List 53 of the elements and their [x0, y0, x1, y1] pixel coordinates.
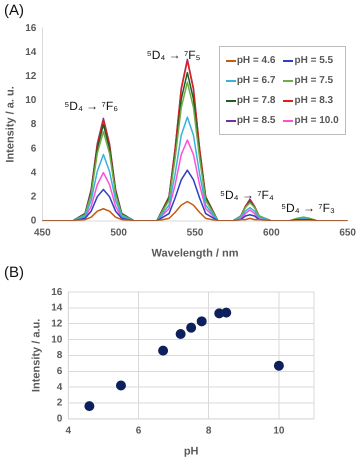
- x-axis-title: pH: [184, 445, 199, 458]
- point: [116, 380, 126, 391]
- y-tick-label: 10: [25, 95, 37, 106]
- annotation: ⁵D₄ → ⁷F₅: [146, 48, 200, 62]
- x-tick-label: 450: [34, 228, 52, 239]
- legend-label: pH = 4.6: [236, 55, 276, 66]
- y-tick-label: 6: [56, 366, 63, 377]
- x-tick-label: 500: [110, 228, 128, 239]
- legend-label: pH = 7.8: [236, 95, 276, 106]
- x-tick-label: 4: [66, 426, 72, 437]
- y-tick-label: 16: [25, 22, 37, 34]
- x-tick-label: 600: [262, 228, 280, 239]
- y-tick-label: 2: [30, 191, 37, 202]
- y-tick-label: 0: [56, 414, 63, 425]
- x-tick-label: 650: [339, 228, 356, 239]
- legend-label: pH = 10.0: [294, 115, 339, 126]
- y-tick-label: 12: [25, 70, 37, 82]
- y-tick-label: 16: [51, 286, 63, 298]
- legend-label: pH = 7.5: [294, 75, 334, 86]
- y-tick-label: 10: [51, 334, 63, 346]
- x-tick-label: 6: [136, 426, 142, 437]
- point: [176, 329, 186, 340]
- y-tick-label: 6: [30, 143, 37, 154]
- point: [158, 346, 168, 356]
- legend-label: pH = 8.5: [236, 115, 276, 126]
- point: [196, 316, 207, 326]
- x-axis-title: Wavelength / nm: [151, 247, 239, 260]
- point: [186, 322, 196, 333]
- legend-label: pH = 6.7: [236, 75, 276, 86]
- x-tick-label: 8: [206, 426, 212, 437]
- y-axis-title: Intensity / a. u.: [4, 86, 17, 163]
- y-axis-title: Intensity / a.u.: [30, 318, 43, 392]
- y-tick-label: 4: [56, 382, 63, 393]
- x-tick-label: 10: [273, 426, 285, 437]
- y-tick-label: 12: [51, 318, 63, 330]
- y-tick-label: 0: [30, 216, 37, 227]
- chart-title: (B): [4, 264, 24, 281]
- legend-label: pH = 5.5: [294, 55, 334, 66]
- chart-title: (A): [4, 2, 24, 19]
- annotation: ⁵D₄ → ⁷F₃: [281, 201, 335, 216]
- y-tick-label: 2: [56, 398, 63, 409]
- point: [274, 360, 284, 371]
- annotation: ⁵D₄ → ⁷F₄: [220, 188, 274, 202]
- legend-label: pH = 8.3: [294, 95, 334, 106]
- point: [84, 401, 94, 412]
- y-tick-label: 8: [30, 119, 37, 130]
- y-tick-label: 8: [56, 350, 63, 362]
- annotation: ⁵D₄ → ⁷F₆: [64, 98, 118, 113]
- y-tick-label: 14: [25, 46, 37, 58]
- x-tick-label: 550: [186, 228, 204, 239]
- point: [221, 308, 232, 318]
- y-tick-label: 14: [51, 302, 63, 314]
- y-tick-label: 4: [30, 167, 37, 178]
